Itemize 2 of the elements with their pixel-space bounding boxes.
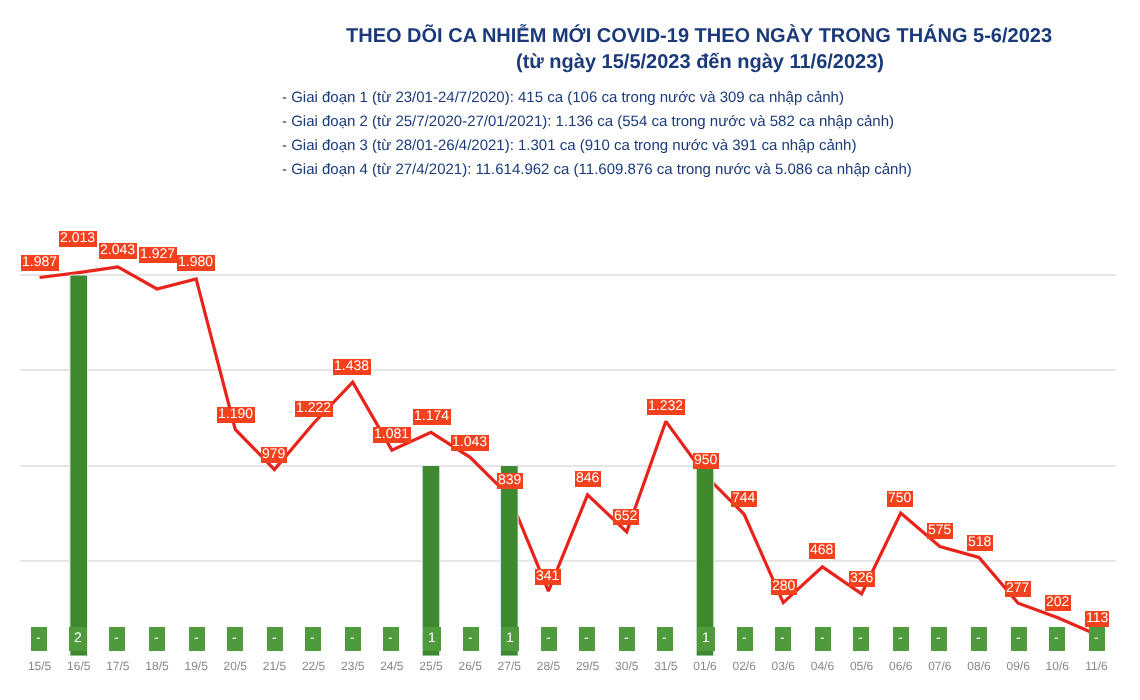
chart-subtitle: (từ ngày 15/5/2023 đến ngày 11/6/2023) <box>516 52 885 74</box>
chart-title: THEO DÕI CA NHIỄM MỚI COVID-19 THEO NGÀY TRONG THÁNG 5-6/2023 <box>346 24 1053 48</box>
